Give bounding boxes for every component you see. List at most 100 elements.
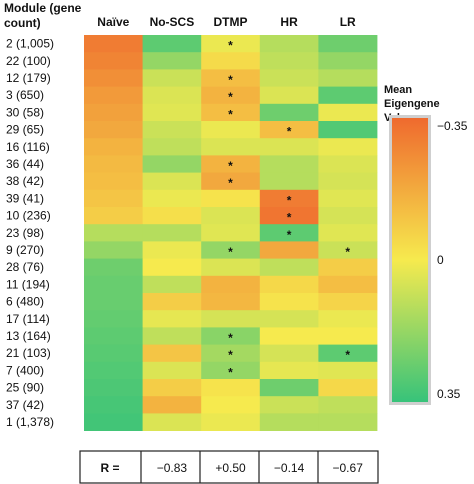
heatmap-cell xyxy=(84,207,143,225)
heatmap-cell xyxy=(142,241,202,259)
heatmap-cell xyxy=(201,275,261,294)
row-axis-title-line-2: count) xyxy=(4,16,41,30)
heatmap-cell xyxy=(84,172,143,191)
row-label: 30 (58) xyxy=(6,105,44,119)
significance-star: * xyxy=(287,228,292,242)
heatmap-cell xyxy=(84,310,143,328)
heatmap-cell xyxy=(142,103,202,122)
heatmap-cell xyxy=(259,207,319,225)
heatmap-cell xyxy=(84,155,143,173)
significance-star: * xyxy=(228,159,233,173)
heatmap-cell xyxy=(318,155,378,173)
significance-star: * xyxy=(228,73,233,87)
row-label: 2 (1,005) xyxy=(6,37,54,51)
heatmap-cell xyxy=(201,69,261,87)
heatmap-cell xyxy=(201,361,261,380)
row-label: 36 (44) xyxy=(6,157,44,171)
heatmap-cell xyxy=(201,86,261,105)
heatmap-cell xyxy=(259,275,319,294)
heatmap-cell xyxy=(84,344,143,363)
heatmap-cell xyxy=(84,138,143,156)
heatmap-cell xyxy=(142,224,202,242)
column-header-hr: HR xyxy=(280,15,298,29)
column-header-no-scs: No-SCS xyxy=(150,15,195,29)
heatmap-cell xyxy=(84,35,143,53)
heatmap-cell xyxy=(142,86,202,105)
heatmap-cell xyxy=(318,207,378,225)
heatmap-cell xyxy=(259,138,319,156)
heatmap-cell xyxy=(142,189,202,208)
significance-star: * xyxy=(228,348,233,362)
significance-star: * xyxy=(287,193,292,207)
heatmap-cell xyxy=(142,207,202,225)
heatmap-cell xyxy=(318,241,378,259)
heatmap-cell xyxy=(142,69,202,87)
heatmap-cell xyxy=(259,310,319,328)
heatmap-cell xyxy=(318,327,378,345)
heatmap-cell xyxy=(84,361,143,380)
row-label: 28 (76) xyxy=(6,260,44,274)
heatmap-cell xyxy=(259,293,319,311)
row-label: 11 (194) xyxy=(6,277,50,291)
heatmap-cell xyxy=(318,69,378,87)
heatmap-cell xyxy=(201,155,261,173)
heatmap-cell xyxy=(259,327,319,345)
correlation-value-dtmp: +0.50 xyxy=(215,461,246,475)
row-label: 39 (41) xyxy=(6,191,44,205)
heatmap-cell xyxy=(142,52,202,70)
heatmap-cell xyxy=(84,413,143,431)
heatmap-cell xyxy=(201,138,261,156)
heatmap-cell xyxy=(318,224,378,242)
heatmap-cell xyxy=(84,86,143,105)
heatmap-cell xyxy=(259,379,319,397)
row-label: 6 (480) xyxy=(6,295,44,309)
correlation-value-no-scs: −0.83 xyxy=(157,461,188,475)
heatmap-cell xyxy=(259,155,319,173)
row-labels: 2 (1,005) 22 (100) 12 (179) 3 (650) 30 (58) 2… xyxy=(6,37,54,429)
heatmap-cell xyxy=(201,327,261,345)
colorbar-tick-high: 0.35 xyxy=(437,387,461,401)
significance-star: * xyxy=(228,245,233,259)
heatmap-cell xyxy=(259,241,319,259)
heatmap-cell xyxy=(318,86,378,105)
row-label: 17 (114) xyxy=(6,312,50,326)
row-label: 38 (42) xyxy=(6,174,44,188)
heatmap-cell xyxy=(201,413,261,431)
significance-star: * xyxy=(228,331,233,345)
significance-star: * xyxy=(228,39,233,53)
heatmap-cell xyxy=(318,52,378,70)
heatmap-cells xyxy=(84,35,378,431)
row-axis-title-line-1: Module (gene xyxy=(4,1,82,15)
heatmap-cell xyxy=(201,35,261,53)
heatmap-cell xyxy=(142,35,202,53)
heatmap-cell xyxy=(142,327,202,345)
heatmap-cell xyxy=(201,344,261,363)
heatmap-cell xyxy=(259,69,319,87)
row-label: 29 (65) xyxy=(6,123,44,137)
heatmap-cell xyxy=(259,121,319,139)
column-header-na-ve: Naïve xyxy=(97,15,129,29)
heatmap-cell xyxy=(318,293,378,311)
heatmap-cell xyxy=(142,379,202,397)
significance-star: * xyxy=(228,176,233,190)
colorbar-legend: Mean Eigengene Values −0.35 0 0.35 xyxy=(384,84,468,405)
heatmap-cell xyxy=(142,293,202,311)
heatmap-cell xyxy=(201,379,261,397)
heatmap-cell xyxy=(318,379,378,397)
heatmap-cell xyxy=(201,224,261,242)
row-label: 22 (100) xyxy=(6,54,51,68)
row-label: 23 (98) xyxy=(6,226,44,240)
colorbar-title-line-1: Mean xyxy=(384,84,412,96)
significance-star: * xyxy=(287,125,292,139)
heatmap-cell xyxy=(142,138,202,156)
heatmap-cell xyxy=(259,172,319,191)
correlation-value-hr: −0.14 xyxy=(274,461,305,475)
correlation-row: R = −0.83 +0.50 −0.14 −0.67 xyxy=(79,450,379,484)
heatmap-cell xyxy=(259,361,319,380)
heatmap-cell xyxy=(318,138,378,156)
column-header-dtmp: DTMP xyxy=(214,15,248,29)
heatmap-cell xyxy=(201,258,261,277)
correlation-row-label: R = xyxy=(100,461,119,475)
significance-star: * xyxy=(228,107,233,121)
significance-star: * xyxy=(345,348,350,362)
